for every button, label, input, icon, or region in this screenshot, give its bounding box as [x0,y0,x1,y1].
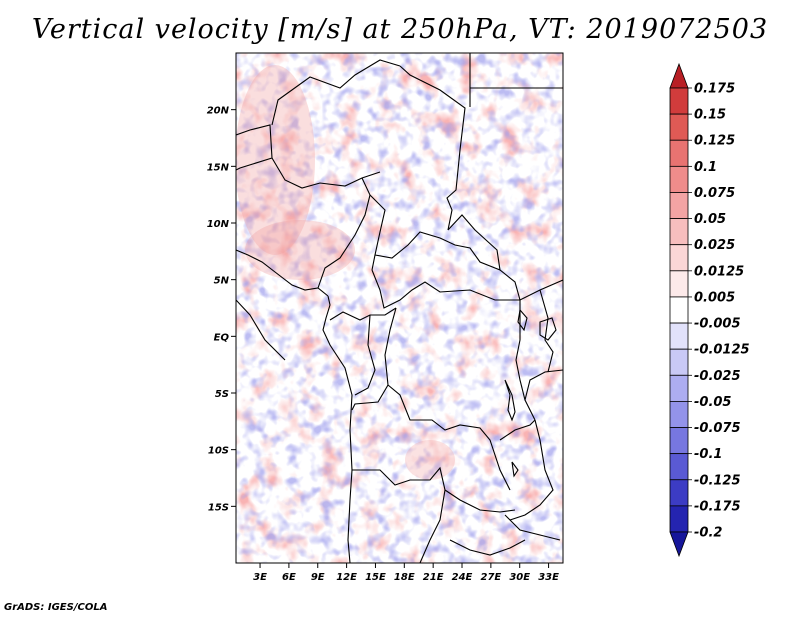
map-boundaries [236,53,563,563]
y-tick-label: 15S [208,502,229,513]
colorbar-swatch [669,244,689,272]
x-axis: 3E 6E 9E 12E 15E 18E 21E 24E 27E 30E 33E [253,563,559,583]
x-tick-label: 27E [480,572,501,583]
colorbar-swatch [669,270,689,298]
colorbar-label: 0.175 [694,82,735,97]
colorbar-label: -0.0125 [694,343,750,358]
x-tick-label: 18E [394,572,415,583]
velocity-field [236,53,563,563]
colorbar-label: -0.175 [694,499,741,514]
y-tick-label: 5S [215,389,229,400]
x-tick-label: 12E [336,572,357,583]
x-tick-label: 15E [365,572,386,583]
y-tick-label: 20N [207,106,230,117]
colorbar-label: -0.125 [694,473,741,488]
colorbar-swatch [669,505,689,533]
colorbar-swatch [669,87,689,115]
colorbar-swatch [669,113,689,141]
colorbar-label: -0.2 [694,526,722,541]
y-tick-label: 5N [214,276,230,287]
y-tick-label: EQ [214,332,230,343]
colorbar-label: -0.05 [694,395,731,410]
x-tick-label: 3E [253,572,267,583]
plot-frame [235,52,564,564]
colorbar-label: 0.125 [694,134,735,149]
colorbar-label: -0.075 [694,421,741,436]
x-tick-label: 30E [509,572,530,583]
x-tick-label: 9E [311,572,325,583]
credit-label: GrADS: IGES/COLA [4,602,108,613]
colorbar-label: 0.075 [694,186,735,201]
colorbar-swatch [669,453,689,481]
colorbar-label: 0.0125 [694,264,744,279]
colorbar-swatch [669,165,689,193]
colorbar-swatch [669,401,689,428]
x-tick-label: 6E [282,572,296,583]
colorbar-bottom-triangle [669,531,689,558]
colorbar-label: 0.05 [694,212,726,227]
y-tick-label: 10S [208,446,229,457]
colorbar-swatch [669,348,689,376]
colorbar-label: 0.15 [694,108,726,123]
colorbar-swatch [669,374,689,402]
colorbar-top-triangle [669,62,689,89]
colorbar-swatch [669,139,689,167]
colorbar-swatch [669,192,689,219]
colorbar-swatch [669,218,689,246]
colorbar-label: 0.005 [694,290,735,305]
colorbar-swatch [669,322,689,350]
y-tick-label: 15N [207,162,230,173]
chart-title: Vertical velocity [m/s] at 250hPa, VT: 2… [31,14,769,45]
colorbar-label: 0.1 [694,160,717,175]
x-tick-label: 33E [538,572,559,583]
colorbar-swatch [669,296,689,324]
colorbar-swatch [669,479,689,507]
x-tick-label: 21E [423,572,444,583]
colorbar-label: -0.005 [694,317,741,332]
y-axis: 20N 15N 10N 5N EQ 5S 10S 15S [207,106,236,513]
colorbar-label: 0.025 [694,238,735,253]
y-tick-label: 10N [207,219,230,230]
colorbar-swatch [669,427,689,455]
colorbar-label: -0.1 [694,447,722,462]
lakes [504,308,557,478]
colorbar-label: -0.025 [694,369,741,384]
x-tick-label: 24E [452,572,473,583]
colorbar: 0.175 0.15 0.125 0.1 0.075 0.05 0.025 0.0125 0.0… [669,62,750,558]
